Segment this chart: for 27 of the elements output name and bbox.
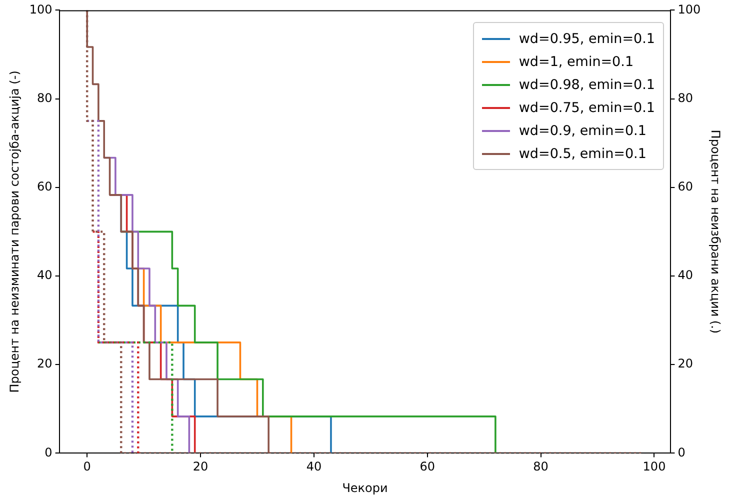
x-axis-title: Чекори [342, 480, 388, 495]
y2-tick-label: 60 [678, 180, 693, 194]
legend-label: wd=0.5, emin=0.1 [518, 146, 646, 162]
x-tick-label: 100 [642, 460, 666, 474]
y2-tick-label: 0 [678, 445, 686, 460]
y-tick-label: 100 [29, 2, 52, 16]
x-tick-label: 0 [83, 460, 91, 474]
x-tick-label: 80 [533, 460, 548, 474]
legend-label: wd=0.95, emin=0.1 [518, 30, 655, 46]
x-tick-label: 40 [306, 460, 322, 474]
legend-label: wd=0.75, emin=0.1 [518, 100, 655, 116]
y-tick-label: 60 [37, 180, 52, 194]
y2-tick-label: 100 [678, 2, 701, 16]
y2-axis-title: Процент на неизбрани акции (.) [708, 130, 723, 334]
y-tick-label: 0 [44, 445, 52, 460]
legend-label: wd=1, emin=0.1 [518, 54, 634, 70]
y-tick-label: 20 [37, 356, 52, 371]
y2-tick-label: 80 [678, 90, 693, 105]
legend-label: wd=0.98, emin=0.1 [518, 76, 655, 92]
y2-tick-label: 20 [678, 356, 693, 371]
y-tick-label: 80 [37, 90, 52, 105]
y-tick-label: 40 [37, 268, 52, 282]
y2-tick-label: 40 [678, 268, 693, 282]
y-axis-title: Процент на неизминати парови состојба-акција (-) [7, 70, 22, 393]
legend-label: wd=0.9, emin=0.1 [518, 122, 646, 138]
x-tick-label: 20 [192, 460, 208, 474]
x-tick-label: 60 [420, 460, 436, 474]
